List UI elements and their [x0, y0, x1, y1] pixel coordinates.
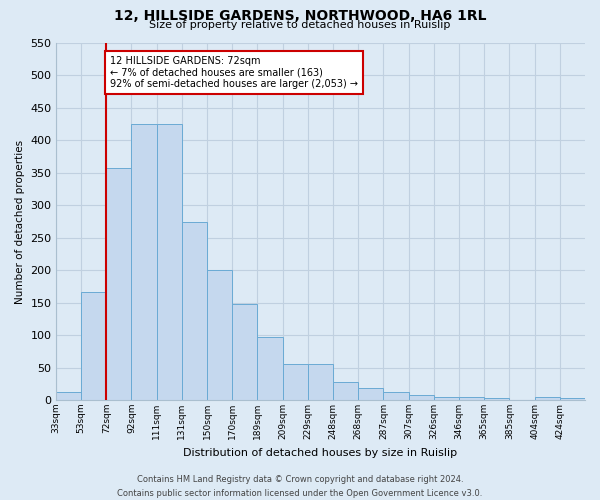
- Bar: [459, 397, 484, 400]
- Bar: [308, 364, 333, 400]
- Bar: [535, 397, 560, 400]
- Bar: [333, 382, 358, 400]
- Bar: [182, 222, 207, 400]
- Text: Size of property relative to detached houses in Ruislip: Size of property relative to detached ho…: [149, 20, 451, 30]
- Bar: [283, 364, 308, 400]
- Bar: [207, 270, 232, 400]
- Bar: [106, 168, 131, 400]
- Bar: [409, 395, 434, 400]
- Bar: [484, 398, 509, 400]
- Text: 12, HILLSIDE GARDENS, NORTHWOOD, HA6 1RL: 12, HILLSIDE GARDENS, NORTHWOOD, HA6 1RL: [114, 9, 486, 23]
- Bar: [81, 292, 106, 400]
- Bar: [257, 337, 283, 400]
- Bar: [383, 392, 409, 400]
- Bar: [560, 398, 585, 400]
- Bar: [232, 304, 257, 400]
- Bar: [157, 124, 182, 400]
- Bar: [358, 388, 383, 400]
- Y-axis label: Number of detached properties: Number of detached properties: [15, 140, 25, 304]
- Bar: [56, 392, 81, 400]
- Bar: [434, 397, 459, 400]
- Text: Contains HM Land Registry data © Crown copyright and database right 2024.
Contai: Contains HM Land Registry data © Crown c…: [118, 476, 482, 498]
- X-axis label: Distribution of detached houses by size in Ruislip: Distribution of detached houses by size …: [184, 448, 457, 458]
- Bar: [131, 124, 157, 400]
- Text: 12 HILLSIDE GARDENS: 72sqm
← 7% of detached houses are smaller (163)
92% of semi: 12 HILLSIDE GARDENS: 72sqm ← 7% of detac…: [110, 56, 358, 89]
